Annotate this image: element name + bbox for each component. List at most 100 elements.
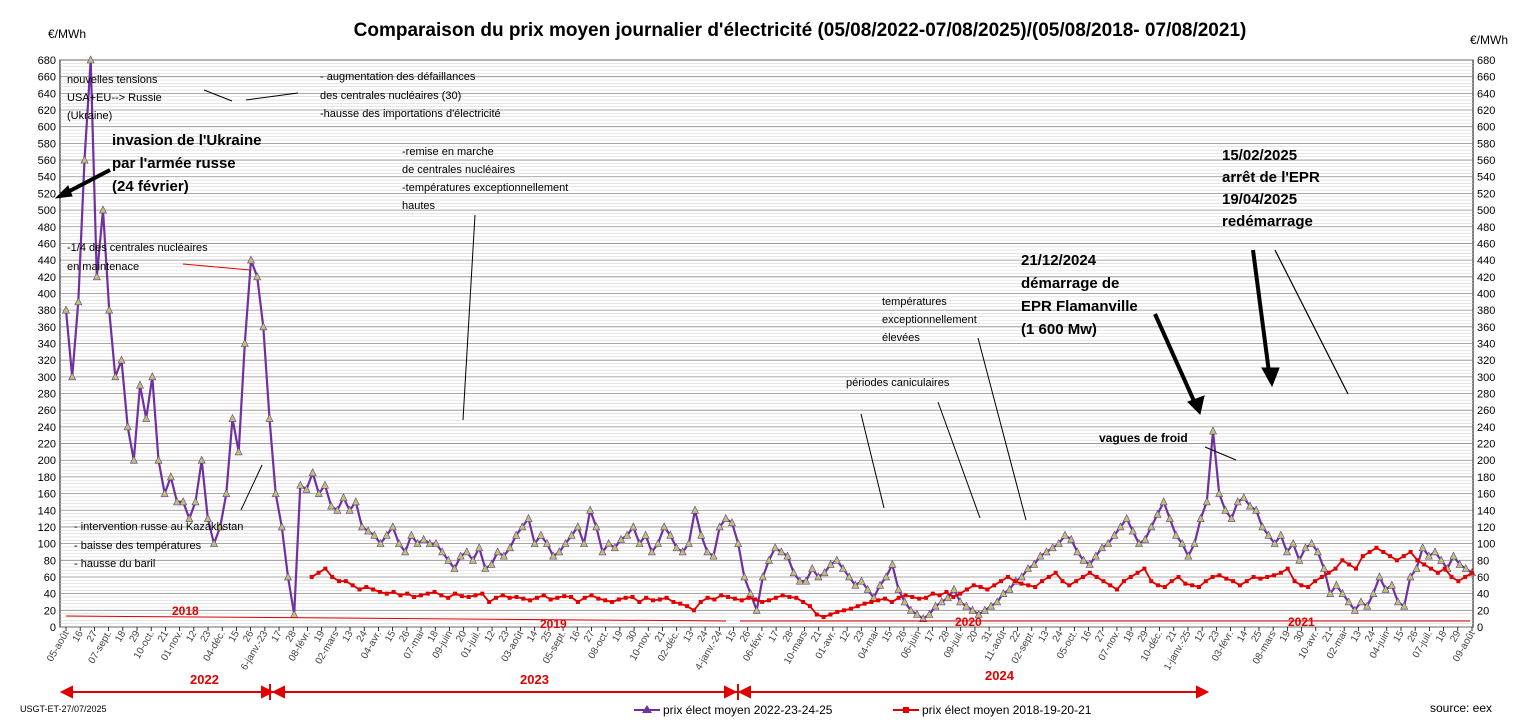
x-tick-label: 23 [852,629,867,645]
x-tick-label: 21 [1320,629,1335,645]
y-tick-label-left: 540 [38,172,56,184]
point-2022-2025 [512,530,521,539]
point-2022-2025 [111,372,120,381]
x-tick-label: 15 [1391,629,1406,645]
point-2022-2025 [1424,551,1433,560]
point-2022-2025 [518,522,527,531]
point-2022-2025 [925,609,934,618]
x-tick-label: 21 [156,629,171,645]
y-tick-label-left: 160 [38,489,56,501]
point-2022-2025 [216,522,225,531]
point-2022-2025 [987,601,995,610]
point-2022-2025 [1135,538,1143,547]
annotation-remise-1: -remise en marche [402,146,494,158]
y-tick-label-left: 440 [38,255,56,267]
point-2018-2021 [1394,558,1399,563]
point-2022-2025 [413,538,422,547]
x-tick-label: 28 [781,629,796,645]
point-2022-2025 [308,468,317,477]
point-2022-2025 [1400,601,1409,610]
point-2022-2025 [376,538,385,547]
point-2022-2025 [931,601,940,610]
y-tick-label-right: 560 [1477,155,1495,167]
point-2022-2025 [1350,605,1359,614]
x-tick-label: 24 [696,629,711,645]
point-2018-2021 [446,595,451,600]
x-tick-label: 24 [355,629,370,645]
point-2018-2021 [1292,579,1297,584]
point-2018-2021 [1040,579,1045,584]
point-2018-2021 [671,599,676,604]
annotation-temp-elevees-1: températures [882,296,947,308]
point-2022-2025 [1320,563,1328,572]
point-2018-2021 [937,593,942,598]
point-2022-2025 [234,447,243,456]
point-2018-2021 [514,594,519,599]
point-2018-2021 [323,566,328,571]
series-layer [62,55,1476,622]
point-2018-2021 [787,594,792,599]
annotation-remise-3: -températures exceptionnellement [402,182,568,194]
y-tick-label-left: 100 [38,539,56,551]
point-2022-2025 [752,605,761,614]
y-tick-label-right: 640 [1477,88,1495,100]
point-2018-2021 [1272,573,1277,578]
point-2022-2025 [691,505,699,514]
point-2022-2025 [284,572,292,581]
y-tick-label-left: 320 [38,355,56,367]
y-tick-label-right: 140 [1477,505,1495,517]
x-tick-label: 21 [653,629,668,645]
y-tick-label-right: 580 [1477,138,1495,150]
y-tick-label-left: 40 [44,589,56,601]
point-2022-2025 [117,355,126,364]
y-tick-label-left: 220 [38,439,56,451]
annotation-temp-elevees-2: exceptionnellement [882,314,977,326]
point-2022-2025 [1363,601,1372,610]
y-tick-label-left: 60 [44,572,56,584]
point-2022-2025 [1301,543,1310,552]
point-2022-2025 [740,572,749,581]
point-2018-2021 [1067,583,1072,588]
point-2018-2021 [1463,574,1468,579]
year-label-2022: 2022 [190,672,219,687]
x-tick-label: 05-août [45,629,72,664]
point-2018-2021 [1046,574,1051,579]
annotation-tensions-3: (Ukraine) [67,110,112,122]
y-axis-left: 0 20 40 60 80 100 120 140 160 180 200 220 240 260 280 3… [38,55,56,634]
point-2022-2025 [148,372,157,381]
point-2022-2025 [561,538,570,547]
point-2022-2025 [1116,522,1125,531]
point-2022-2025 [1147,522,1156,531]
point-2022-2025 [906,605,915,614]
y-tick-label-right: 200 [1477,455,1495,467]
y-tick-label-right: 220 [1477,439,1495,451]
point-2018-2021 [1333,566,1338,571]
point-2018-2021 [719,593,724,598]
point-2018-2021 [1080,574,1085,579]
point-2018-2021 [917,596,922,601]
point-2022-2025 [1098,543,1106,552]
point-2022-2025 [1128,526,1137,535]
source-label: source: eex [1430,701,1492,715]
point-2022-2025 [913,609,921,618]
point-2018-2021 [596,596,601,601]
point-2022-2025 [1431,547,1439,556]
point-2018-2021 [548,597,553,602]
annotation-flamanville-2: démarrage de [1021,275,1119,292]
annotation-vagues-froid: vagues de froid [1099,431,1188,445]
x-tick-label: 13 [681,629,696,645]
point-2022-2025 [92,272,101,281]
point-2018-2021 [1401,554,1406,559]
point-2022-2025 [358,522,366,531]
point-2018-2021 [821,614,826,619]
point-2018-2021 [1374,545,1379,550]
point-2018-2021 [985,587,990,592]
point-2018-2021 [726,594,731,599]
point-2022-2025 [462,547,471,556]
point-2022-2025 [839,563,847,572]
point-2018-2021 [1265,574,1270,579]
y-tick-label-right: 420 [1477,272,1495,284]
point-2022-2025 [1030,559,1039,568]
point-2018-2021 [309,574,314,579]
point-2018-2021 [835,609,840,614]
